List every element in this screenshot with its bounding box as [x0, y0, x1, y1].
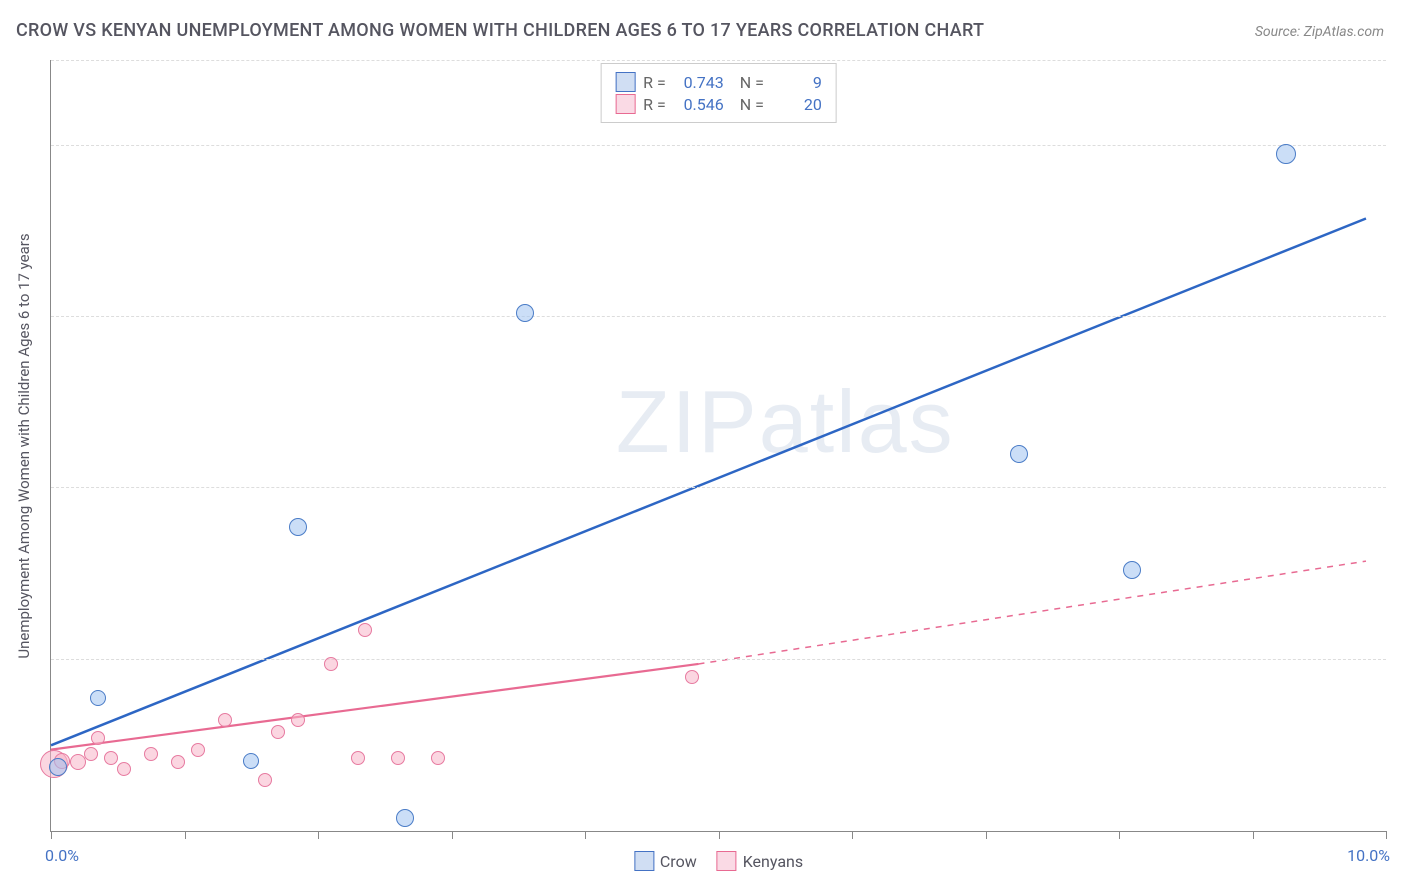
swatch-blue-icon — [615, 72, 635, 92]
x-tick — [185, 831, 186, 839]
data-point-blue — [243, 753, 259, 769]
plot-area: ZIPatlas R =0.743 N =9 R =0.546 N =20 Cr… — [50, 60, 1386, 832]
legend-row-kenyans: R =0.546 N =20 — [615, 94, 822, 114]
gridline — [51, 60, 1386, 61]
legend-item-kenyans: Kenyans — [717, 851, 803, 871]
x-tick — [1386, 831, 1387, 839]
x-tick-label: 0.0% — [45, 846, 79, 865]
trend-line — [51, 218, 1366, 745]
swatch-pink-icon — [615, 94, 635, 114]
data-point-blue — [49, 758, 67, 776]
data-point-pink — [358, 623, 372, 637]
data-point-pink — [144, 747, 158, 761]
data-point-pink — [685, 670, 699, 684]
data-point-blue — [1276, 144, 1296, 164]
chart-title: CROW VS KENYAN UNEMPLOYMENT AMONG WOMEN … — [16, 20, 984, 41]
swatch-pink-icon — [717, 851, 737, 871]
x-tick — [986, 831, 987, 839]
data-point-pink — [258, 773, 272, 787]
data-point-pink — [171, 755, 185, 769]
trend-lines-layer — [51, 60, 1386, 831]
data-point-pink — [117, 762, 131, 776]
gridline — [51, 316, 1386, 317]
x-tick — [719, 831, 720, 839]
legend-label-kenyans: Kenyans — [743, 852, 803, 871]
r-value-crow: 0.743 — [674, 73, 724, 92]
data-point-pink — [91, 731, 105, 745]
data-point-pink — [391, 751, 405, 765]
data-point-pink — [84, 747, 98, 761]
series-legend: Crow Kenyans — [634, 851, 803, 871]
data-point-pink — [70, 754, 86, 770]
legend-row-crow: R =0.743 N =9 — [615, 72, 822, 92]
x-tick — [1253, 831, 1254, 839]
trend-line — [51, 664, 698, 750]
legend-label-crow: Crow — [660, 852, 697, 871]
watermark: ZIPatlas — [616, 371, 955, 473]
gridline — [51, 487, 1386, 488]
y-axis-label: Unemployment Among Women with Children A… — [15, 233, 33, 658]
correlation-legend: R =0.743 N =9 R =0.546 N =20 — [600, 63, 837, 123]
data-point-blue — [1123, 561, 1141, 579]
swatch-blue-icon — [634, 851, 654, 871]
data-point-pink — [191, 743, 205, 757]
gridline — [51, 659, 1386, 660]
data-point-blue — [1010, 445, 1028, 463]
data-point-blue — [289, 518, 307, 536]
data-point-blue — [396, 809, 414, 827]
data-point-pink — [291, 713, 305, 727]
data-point-pink — [351, 751, 365, 765]
x-tick-label: 10.0% — [1347, 846, 1390, 865]
data-point-pink — [431, 751, 445, 765]
data-point-pink — [218, 713, 232, 727]
data-point-pink — [271, 725, 285, 739]
x-tick — [852, 831, 853, 839]
legend-item-crow: Crow — [634, 851, 697, 871]
data-point-blue — [90, 690, 106, 706]
data-point-pink — [324, 657, 338, 671]
gridline — [51, 145, 1386, 146]
trend-line — [698, 561, 1366, 664]
x-tick — [51, 831, 52, 839]
n-value-crow: 9 — [772, 73, 822, 92]
n-value-kenyans: 20 — [772, 95, 822, 114]
source-label: Source: ZipAtlas.com — [1255, 24, 1384, 40]
r-value-kenyans: 0.546 — [674, 95, 724, 114]
data-point-blue — [516, 304, 534, 322]
x-tick — [585, 831, 586, 839]
x-tick — [1119, 831, 1120, 839]
data-point-pink — [104, 751, 118, 765]
x-tick — [318, 831, 319, 839]
x-tick — [452, 831, 453, 839]
